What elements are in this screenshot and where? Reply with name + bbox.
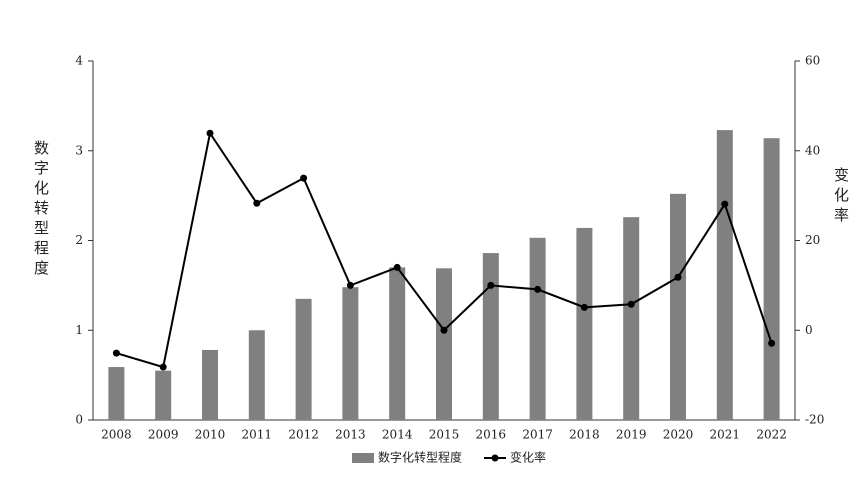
line-point — [768, 339, 776, 347]
y2-tick-label: 40 — [805, 143, 820, 157]
bar — [716, 130, 733, 421]
x-tick-label: 2022 — [756, 428, 787, 442]
line-point — [534, 285, 542, 293]
x-tick-label: 2019 — [616, 428, 647, 442]
bar — [202, 349, 218, 420]
y-tick-label: 2 — [75, 233, 83, 247]
x-tick-label: 2013 — [335, 428, 366, 442]
y-tick-label: 1 — [75, 323, 83, 337]
line-point — [112, 349, 120, 357]
bar — [389, 267, 406, 420]
bar — [295, 298, 312, 420]
line-point — [440, 326, 448, 334]
bar — [436, 268, 452, 420]
x-tick-label: 2021 — [710, 428, 741, 442]
x-tick-label: 2017 — [522, 428, 553, 442]
bar — [248, 330, 265, 420]
y2-tick-label: 60 — [805, 54, 820, 68]
legend-label: 数字化转型程度 — [378, 450, 462, 465]
y2-axis-label: 变化率 — [832, 167, 850, 227]
line-point — [300, 174, 308, 182]
bar — [576, 227, 593, 420]
x-tick-label: 2014 — [382, 428, 413, 442]
line-point — [721, 200, 729, 208]
line-point — [159, 363, 167, 371]
line-point — [393, 263, 401, 271]
legend-swatch — [491, 454, 499, 462]
y-tick-label: 4 — [75, 54, 83, 68]
y2-tick-label: -20 — [805, 413, 824, 427]
bar — [342, 287, 359, 420]
y2-tick-label: 0 — [805, 323, 813, 337]
y-tick-label: 3 — [75, 143, 83, 157]
x-tick-label: 2012 — [288, 428, 319, 442]
x-tick-label: 2010 — [195, 428, 226, 442]
y-tick-label: 0 — [75, 413, 83, 427]
bar — [623, 217, 640, 420]
x-tick-label: 2016 — [476, 428, 507, 442]
x-tick-label: 2020 — [663, 428, 694, 442]
line-point — [627, 300, 635, 308]
bar — [155, 370, 172, 420]
x-tick-label: 2008 — [101, 428, 132, 442]
y-axis-label: 数字化转型程度 — [32, 140, 50, 280]
x-tick-label: 2009 — [148, 428, 179, 442]
legend-label: 变化率 — [510, 450, 546, 465]
bar — [482, 253, 499, 420]
line-point — [346, 281, 354, 289]
x-tick-label: 2011 — [242, 428, 273, 442]
y2-tick-label: 20 — [805, 233, 820, 247]
bar — [670, 193, 686, 420]
legend-swatch — [352, 453, 374, 463]
x-tick-label: 2018 — [569, 428, 600, 442]
line-point — [253, 199, 261, 207]
line-point — [487, 281, 495, 289]
line-point — [674, 273, 682, 281]
bar — [529, 237, 546, 420]
line-point — [580, 303, 588, 311]
bar — [108, 367, 125, 420]
line-point — [206, 129, 214, 137]
x-tick-label: 2015 — [429, 428, 460, 442]
bar — [763, 138, 780, 420]
